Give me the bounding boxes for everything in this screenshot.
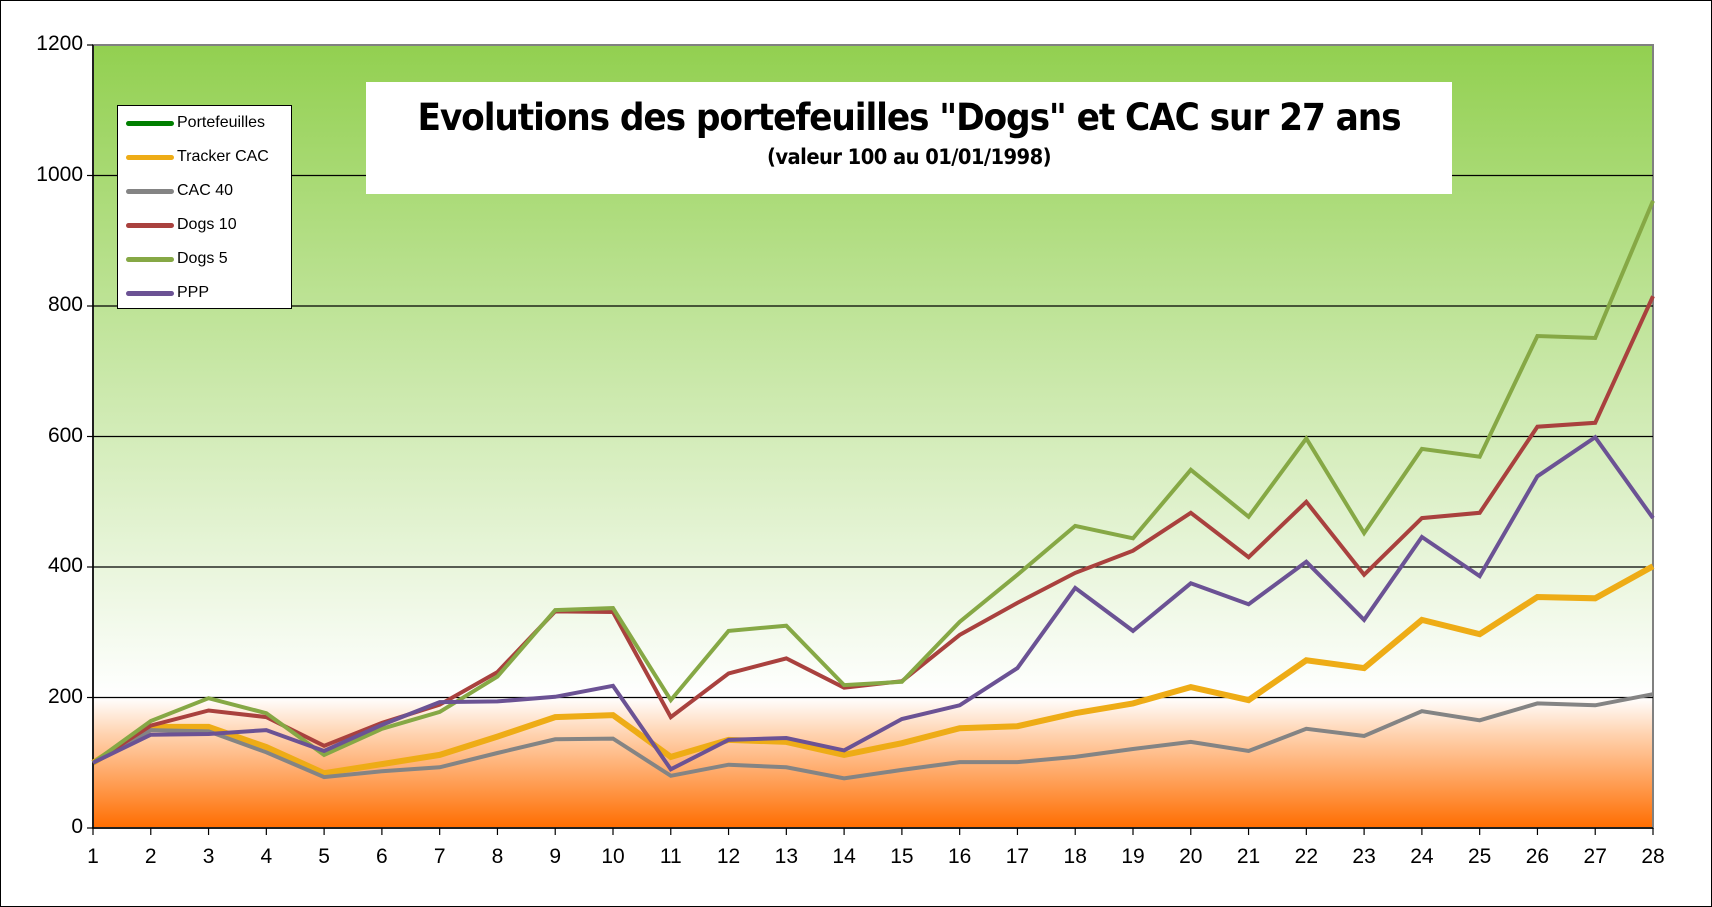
y-tick-label: 1000 (36, 162, 83, 186)
legend: Portefeuilles Tracker CAC CAC 40 Dogs 10… (117, 105, 292, 309)
x-tick-label: 3 (202, 845, 215, 868)
x-tick-label: 25 (1467, 845, 1492, 868)
x-tick-label: 12 (716, 845, 741, 868)
x-tick-label: 9 (549, 845, 562, 868)
x-tick-label: 10 (601, 845, 625, 868)
legend-item-cac-40: CAC 40 (118, 181, 233, 201)
x-tick-label: 23 (1352, 845, 1376, 868)
x-tick-label: 8 (491, 845, 504, 868)
x-tick-label: 24 (1410, 845, 1434, 868)
legend-item-ppp: PPP (118, 283, 209, 303)
series-line-ppp (92, 434, 1655, 772)
series-line-tracker-cac (91, 563, 1655, 777)
y-tick-label: 600 (47, 423, 83, 447)
x-tick-label: 18 (1063, 845, 1087, 868)
axes (87, 44, 1654, 835)
legend-swatch-icon (126, 222, 174, 228)
chart-title-box: Evolutions des portefeuilles "Dogs" et C… (366, 82, 1452, 194)
legend-item-dogs-5: Dogs 5 (118, 249, 228, 269)
x-tick-label: 20 (1179, 845, 1203, 868)
x-tick-label: 13 (774, 845, 798, 868)
x-tick-label: 16 (947, 845, 972, 868)
x-tick-label: 19 (1121, 845, 1145, 868)
x-tick-label: 2 (144, 845, 157, 868)
y-tick-label: 1200 (36, 32, 83, 55)
x-tick-label: 5 (318, 845, 330, 868)
legend-swatch-icon (126, 290, 174, 296)
y-tick-label: 800 (47, 293, 83, 316)
x-tick-label: 11 (659, 845, 682, 868)
y-tick-label: 0 (71, 815, 83, 838)
legend-swatch-icon (126, 120, 174, 126)
x-tick-label: 14 (832, 845, 856, 868)
chart-title: Evolutions des portefeuilles "Dogs" et C… (417, 96, 1401, 139)
x-tick-label: 28 (1641, 845, 1665, 868)
legend-swatch-icon (126, 188, 174, 194)
legend-swatch-icon (126, 256, 174, 262)
x-tick-label: 1 (87, 845, 99, 868)
x-tick-label: 7 (433, 845, 446, 868)
series-line-cac-40 (92, 692, 1654, 781)
legend-item-tracker-cac: Tracker CAC (118, 147, 269, 167)
series-lines (91, 200, 1655, 781)
y-tick-label: 400 (47, 554, 83, 577)
x-tick-label: 15 (890, 845, 914, 868)
legend-item-dogs-10: Dogs 10 (118, 215, 237, 235)
x-tick-label: 21 (1236, 845, 1261, 868)
x-tick-label: 27 (1583, 845, 1607, 868)
y-tick-label: 200 (47, 684, 83, 708)
x-tick-label: 22 (1294, 845, 1318, 868)
chart-subtitle: (valeur 100 au 01/01/1998) (767, 145, 1052, 169)
x-tick-label: 26 (1525, 845, 1550, 868)
x-tick-label: 17 (1005, 845, 1030, 868)
x-tick-label: 4 (260, 845, 273, 868)
legend-item-portefeuilles: Portefeuilles (118, 113, 265, 133)
series-line-dogs-5 (91, 200, 1655, 765)
x-tick-label: 6 (376, 845, 388, 868)
legend-swatch-icon (126, 154, 174, 160)
